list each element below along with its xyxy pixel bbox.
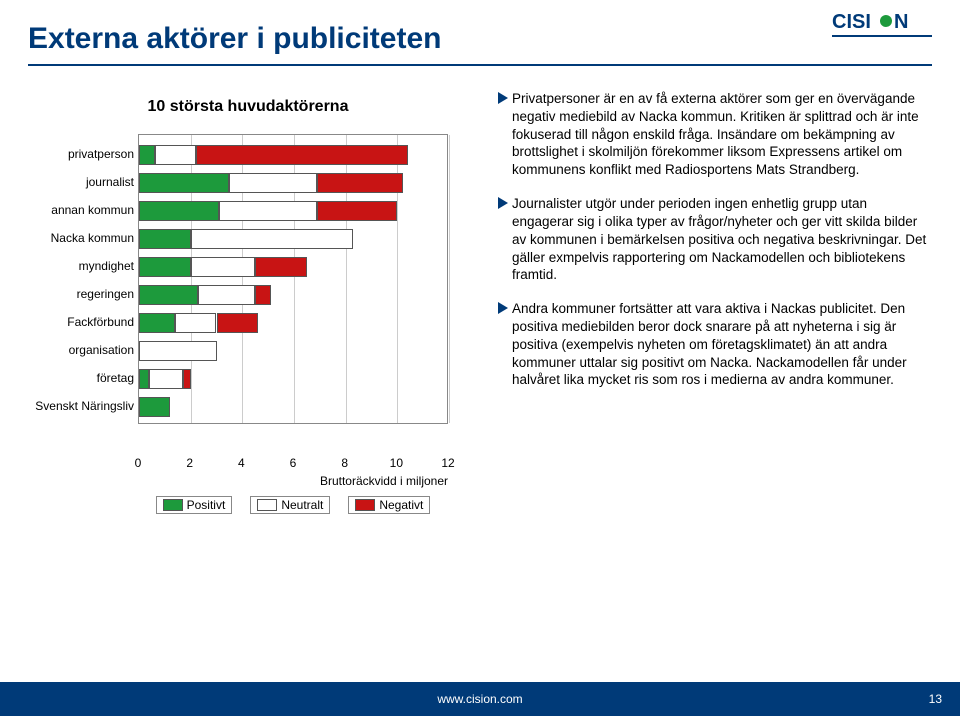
bullet-item: Privatpersoner är en av få externa aktör… xyxy=(498,90,932,179)
chart-bar-segment xyxy=(255,285,271,305)
svg-text:CISI: CISI xyxy=(832,11,871,33)
legend-swatch xyxy=(163,499,183,511)
slide-footer: www.cision.com 13 xyxy=(0,682,960,716)
chart-bar-segment xyxy=(317,201,397,221)
chart-bar-segment xyxy=(149,369,183,389)
bullet-text: Privatpersoner är en av få externa aktör… xyxy=(512,90,932,179)
bullet-text: Journalister utgör under perioden ingen … xyxy=(512,195,932,284)
chart-bar-segment xyxy=(139,313,175,333)
chart-category-label: myndighet xyxy=(28,252,138,280)
chart-bar-segment xyxy=(175,313,216,333)
chart-x-tick: 12 xyxy=(441,456,454,470)
chart-category-label: Svenskt Näringsliv xyxy=(28,392,138,420)
chart-bar-row xyxy=(139,257,449,277)
chart-x-axis-label: Bruttoräckvidd i miljoner xyxy=(138,474,448,488)
chart-bar-segment xyxy=(139,173,229,193)
page-title: Externa aktörer i publiciteten xyxy=(28,22,441,56)
chart-legend-item: Neutralt xyxy=(250,496,330,514)
legend-label: Positivt xyxy=(187,498,226,512)
chart-category-label: organisation xyxy=(28,336,138,364)
chart-bar-row xyxy=(139,145,449,165)
chart-bar-segment xyxy=(139,201,219,221)
chart-legend-item: Positivt xyxy=(156,496,233,514)
chart-x-tick: 8 xyxy=(341,456,348,470)
chart-bar-segment xyxy=(183,369,191,389)
chart-category-label: företag xyxy=(28,364,138,392)
chart-bar-row xyxy=(139,229,449,249)
triangle-bullet-icon xyxy=(498,197,512,284)
chart-x-tick: 6 xyxy=(290,456,297,470)
legend-swatch xyxy=(257,499,277,511)
bullets-panel: Privatpersoner är en av få externa aktör… xyxy=(498,90,932,405)
chart-legend: Positivt Neutralt Negativt xyxy=(138,496,448,514)
bullet-item: Journalister utgör under perioden ingen … xyxy=(498,195,932,284)
legend-swatch xyxy=(355,499,375,511)
triangle-bullet-icon xyxy=(498,302,512,389)
chart-plot-area xyxy=(138,134,448,424)
chart-bar-segment xyxy=(155,145,196,165)
chart-category-label: regeringen xyxy=(28,280,138,308)
title-divider xyxy=(28,64,932,66)
brand-logo: CISI N xyxy=(832,6,942,51)
chart-bar-row xyxy=(139,397,449,417)
bullet-item: Andra kommuner fortsätter att vara aktiv… xyxy=(498,300,932,389)
bullet-text: Andra kommuner fortsätter att vara aktiv… xyxy=(512,300,932,389)
chart-x-tick: 0 xyxy=(135,456,142,470)
legend-label: Negativt xyxy=(379,498,423,512)
chart-bar-segment xyxy=(139,397,170,417)
chart-bar-segment xyxy=(139,145,155,165)
chart-bar-row xyxy=(139,173,449,193)
chart-title: 10 största huvudaktörerna xyxy=(28,98,468,116)
chart-panel: 10 största huvudaktörerna privatpersonjo… xyxy=(28,90,468,504)
chart-category-label: annan kommun xyxy=(28,196,138,224)
triangle-bullet-icon xyxy=(498,92,512,179)
chart-bar-row xyxy=(139,341,449,361)
chart-bar-segment xyxy=(191,229,354,249)
chart-bar-row xyxy=(139,201,449,221)
chart-legend-item: Negativt xyxy=(348,496,430,514)
chart-x-tick: 2 xyxy=(186,456,193,470)
chart-category-label: Fackförbund xyxy=(28,308,138,336)
chart-category-label: Nacka kommun xyxy=(28,224,138,252)
stacked-bar-chart: privatpersonjournalistannan kommunNacka … xyxy=(28,134,468,504)
page-number: 13 xyxy=(929,692,942,706)
svg-text:N: N xyxy=(894,11,908,33)
chart-bar-row xyxy=(139,313,449,333)
chart-bar-segment xyxy=(198,285,255,305)
chart-x-ticks: 024681012 xyxy=(138,456,448,472)
chart-bar-segment xyxy=(219,201,317,221)
chart-bar-segment xyxy=(139,369,149,389)
chart-bar-row xyxy=(139,369,449,389)
chart-gridline xyxy=(449,135,450,423)
chart-bar-segment xyxy=(191,257,256,277)
legend-label: Neutralt xyxy=(281,498,323,512)
chart-category-label: privatperson xyxy=(28,140,138,168)
chart-category-label: journalist xyxy=(28,168,138,196)
chart-bar-segment xyxy=(217,313,258,333)
chart-bar-segment xyxy=(139,285,198,305)
chart-bar-row xyxy=(139,285,449,305)
chart-bar-segment xyxy=(139,341,217,361)
chart-bar-segment xyxy=(317,173,402,193)
chart-bar-segment xyxy=(139,257,191,277)
chart-x-tick: 4 xyxy=(238,456,245,470)
chart-x-tick: 10 xyxy=(390,456,403,470)
chart-bar-segment xyxy=(255,257,307,277)
footer-url: www.cision.com xyxy=(437,692,522,706)
chart-bar-segment xyxy=(196,145,408,165)
chart-bar-segment xyxy=(139,229,191,249)
chart-bar-segment xyxy=(229,173,317,193)
